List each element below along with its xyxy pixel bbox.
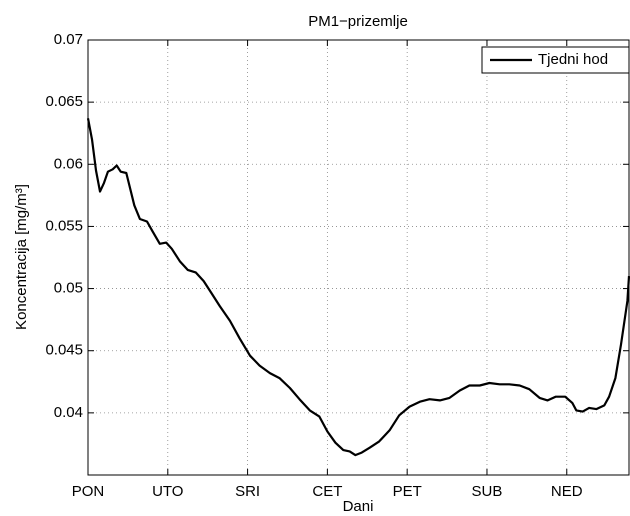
y-tick-label: 0.04 bbox=[54, 404, 83, 421]
chart-title: PM1−prizemlje bbox=[308, 13, 408, 30]
y-tick-label: 0.055 bbox=[45, 217, 83, 234]
x-tick-label: SRI bbox=[235, 483, 260, 500]
x-tick-label: NED bbox=[551, 483, 583, 500]
y-axis-label: Koncentracija [mg/m³] bbox=[13, 184, 30, 330]
legend-label: Tjedni hod bbox=[538, 51, 608, 68]
x-tick-label: PON bbox=[72, 483, 105, 500]
y-tick-label: 0.07 bbox=[54, 31, 83, 48]
x-tick-label: UTO bbox=[152, 483, 183, 500]
x-tick-label: PET bbox=[393, 483, 422, 500]
y-tick-label: 0.065 bbox=[45, 93, 83, 110]
plot-frame bbox=[87, 39, 630, 476]
y-tick-label: 0.045 bbox=[45, 342, 83, 359]
x-axis-label: Dani bbox=[343, 498, 374, 515]
x-tick-label: CET bbox=[312, 483, 342, 500]
x-tick-label: SUB bbox=[472, 483, 503, 500]
line bbox=[86, 118, 630, 457]
y-tick-label: 0.05 bbox=[54, 280, 83, 297]
y-tick-label: 0.06 bbox=[54, 155, 83, 172]
